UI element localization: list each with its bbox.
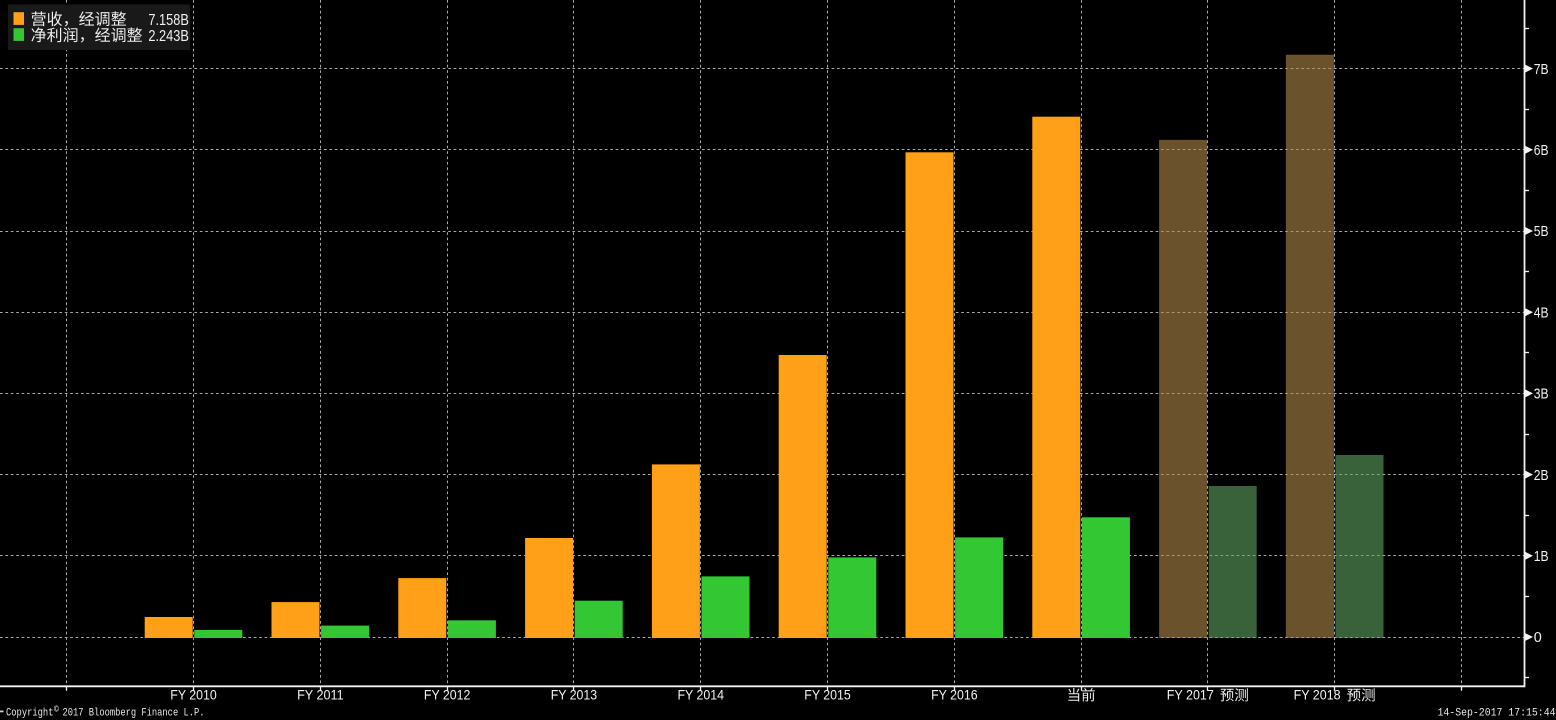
- svg-text:0: 0: [1534, 630, 1542, 646]
- svg-text:2.243B: 2.243B: [148, 28, 189, 45]
- svg-text:FY 2018: FY 2018: [1294, 688, 1341, 703]
- svg-text:7B: 7B: [1534, 62, 1549, 78]
- svg-text:2B: 2B: [1534, 468, 1549, 484]
- svg-text:FY 2014: FY 2014: [678, 688, 725, 703]
- svg-text:3B: 3B: [1534, 387, 1549, 403]
- svg-text:FY 2015: FY 2015: [804, 688, 851, 703]
- svg-text:FY 2017: FY 2017: [1167, 688, 1214, 703]
- svg-text:4B: 4B: [1534, 305, 1549, 321]
- svg-text:FY 2012: FY 2012: [424, 688, 471, 703]
- svg-text:1B: 1B: [1534, 549, 1549, 565]
- svg-text:FY 2011: FY 2011: [297, 688, 344, 703]
- svg-text:2017 Bloomberg Finance L.P.: 2017 Bloomberg Finance L.P.: [63, 708, 205, 720]
- svg-text:©: ©: [54, 706, 59, 715]
- svg-text:FY 2010: FY 2010: [170, 688, 217, 703]
- svg-text:FY 2013: FY 2013: [551, 688, 598, 703]
- svg-text:FY 2016: FY 2016: [931, 688, 978, 703]
- svg-text:7.158B: 7.158B: [148, 12, 189, 29]
- svg-text:14-Sep-2017 17:15:44: 14-Sep-2017 17:15:44: [1438, 708, 1556, 720]
- svg-text:6B: 6B: [1534, 143, 1549, 159]
- svg-text:5B: 5B: [1534, 224, 1549, 240]
- svg-text:Copyright: Copyright: [6, 708, 54, 720]
